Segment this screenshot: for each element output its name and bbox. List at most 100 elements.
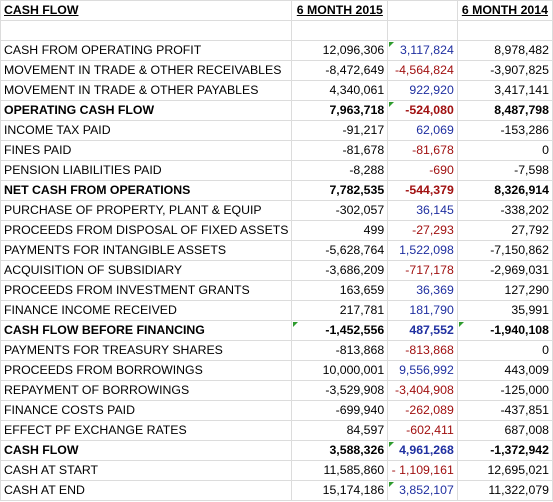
value-2015-cell[interactable]: -81,678: [291, 140, 389, 161]
row-label-cell[interactable]: FINANCE INCOME RECEIVED: [0, 300, 293, 321]
value-2014-cell[interactable]: -7,598: [456, 160, 553, 181]
value-2015-cell[interactable]: 217,781: [291, 300, 389, 321]
value-2015-cell[interactable]: -5,628,764: [291, 240, 389, 261]
value-2014-cell[interactable]: -3,907,825: [456, 60, 553, 81]
row-label-cell[interactable]: REPAYMENT OF BORROWINGS: [0, 380, 293, 401]
value-2015-cell[interactable]: 7,963,718: [291, 100, 389, 121]
difference-cell[interactable]: 36,369: [387, 280, 458, 301]
value-2015-cell[interactable]: -699,940: [291, 400, 389, 421]
difference-cell[interactable]: 922,920: [387, 80, 458, 101]
value-2015-cell[interactable]: -3,529,908: [291, 380, 389, 401]
value-2015-cell[interactable]: 499: [291, 220, 389, 241]
value-2015-cell[interactable]: -3,686,209: [291, 260, 389, 281]
difference-cell[interactable]: 36,145: [387, 200, 458, 221]
row-label-cell[interactable]: INCOME TAX PAID: [0, 120, 293, 141]
difference-cell[interactable]: -3,404,908: [387, 380, 458, 401]
difference-cell[interactable]: -81,678: [387, 140, 458, 161]
value-2015-cell[interactable]: 11,585,860: [291, 460, 389, 481]
value-2014-cell[interactable]: -338,202: [456, 200, 553, 221]
value-2014-cell[interactable]: 3,417,141: [456, 80, 553, 101]
difference-cell[interactable]: -717,178: [387, 260, 458, 281]
value-2014-cell[interactable]: 8,487,798: [456, 100, 553, 121]
value-2015-cell[interactable]: 10,000,001: [291, 360, 389, 381]
row-label-cell[interactable]: OPERATING CASH FLOW: [0, 100, 293, 121]
value-2015-cell[interactable]: -8,288: [291, 160, 389, 181]
header-label-cell[interactable]: CASH FLOW: [0, 0, 293, 21]
row-label-cell[interactable]: CASH FROM OPERATING PROFIT: [0, 40, 293, 61]
difference-cell[interactable]: -524,080: [387, 100, 458, 121]
header-diff-cell[interactable]: [387, 0, 458, 21]
value-2015-cell[interactable]: -813,868: [291, 340, 389, 361]
row-label-cell[interactable]: ACQUISITION OF SUBSIDIARY: [0, 260, 293, 281]
value-2014-cell[interactable]: 27,792: [456, 220, 553, 241]
difference-cell[interactable]: -262,089: [387, 400, 458, 421]
row-label-cell[interactable]: PAYMENTS FOR TREASURY SHARES: [0, 340, 293, 361]
row-label-cell[interactable]: PENSION LIABILITIES PAID: [0, 160, 293, 181]
value-2015-cell[interactable]: 12,096,306: [291, 40, 389, 61]
header-2014-cell[interactable]: 6 MONTH 2014: [456, 0, 553, 21]
row-label-cell[interactable]: CASH FLOW: [0, 440, 293, 461]
value-2014-cell[interactable]: 443,009: [456, 360, 553, 381]
value-2014-cell[interactable]: 687,008: [456, 420, 553, 441]
difference-cell[interactable]: -27,293: [387, 220, 458, 241]
row-label-cell[interactable]: NET CASH FROM OPERATIONS: [0, 180, 293, 201]
row-label-cell[interactable]: EFFECT PF EXCHANGE RATES: [0, 420, 293, 441]
value-2014-cell[interactable]: -1,940,108: [456, 320, 553, 341]
row-label-cell[interactable]: CASH AT END: [0, 480, 293, 501]
value-2015-cell[interactable]: 15,174,186: [291, 480, 389, 501]
value-2014-cell[interactable]: 35,991: [456, 300, 553, 321]
value-2014-cell[interactable]: -2,969,031: [456, 260, 553, 281]
difference-cell[interactable]: [387, 20, 458, 41]
value-2015-cell[interactable]: 4,340,061: [291, 80, 389, 101]
row-label-cell[interactable]: PURCHASE OF PROPERTY, PLANT & EQUIP: [0, 200, 293, 221]
row-label-cell[interactable]: PAYMENTS FOR INTANGIBLE ASSETS: [0, 240, 293, 261]
value-2014-cell[interactable]: -437,851: [456, 400, 553, 421]
value-2014-cell[interactable]: 127,290: [456, 280, 553, 301]
value-2015-cell[interactable]: 7,782,535: [291, 180, 389, 201]
difference-cell[interactable]: 181,790: [387, 300, 458, 321]
row-label-cell[interactable]: CASH AT START: [0, 460, 293, 481]
value-2014-cell[interactable]: 8,978,482: [456, 40, 553, 61]
value-2015-cell[interactable]: -1,452,556: [291, 320, 389, 341]
value-2014-cell[interactable]: [456, 20, 553, 41]
difference-cell[interactable]: 3,117,824: [387, 40, 458, 61]
difference-cell[interactable]: -690: [387, 160, 458, 181]
row-label-cell[interactable]: PROCEEDS FROM BORROWINGS: [0, 360, 293, 381]
value-2015-cell[interactable]: 163,659: [291, 280, 389, 301]
difference-cell[interactable]: -602,411: [387, 420, 458, 441]
row-label-cell[interactable]: MOVEMENT IN TRADE & OTHER PAYABLES: [0, 80, 293, 101]
row-label-cell[interactable]: MOVEMENT IN TRADE & OTHER RECEIVABLES: [0, 60, 293, 81]
value-2014-cell[interactable]: -7,150,862: [456, 240, 553, 261]
value-2014-cell[interactable]: 8,326,914: [456, 180, 553, 201]
row-label-cell[interactable]: FINES PAID: [0, 140, 293, 161]
value-2014-cell[interactable]: -125,000: [456, 380, 553, 401]
row-label-cell[interactable]: [0, 20, 293, 41]
difference-cell[interactable]: - 1,109,161: [387, 460, 458, 481]
difference-cell[interactable]: -544,379: [387, 180, 458, 201]
header-2015-cell[interactable]: 6 MONTH 2015: [291, 0, 389, 21]
value-2014-cell[interactable]: -1,372,942: [456, 440, 553, 461]
value-2015-cell[interactable]: 3,588,326: [291, 440, 389, 461]
value-2015-cell[interactable]: [291, 20, 389, 41]
value-2015-cell[interactable]: -8,472,649: [291, 60, 389, 81]
difference-cell[interactable]: 62,069: [387, 120, 458, 141]
row-label-cell[interactable]: PROCEEDS FROM DISPOSAL OF FIXED ASSETS: [0, 220, 293, 241]
value-2014-cell[interactable]: 0: [456, 340, 553, 361]
value-2015-cell[interactable]: -91,217: [291, 120, 389, 141]
difference-cell[interactable]: 9,556,992: [387, 360, 458, 381]
difference-cell[interactable]: 4,961,268: [387, 440, 458, 461]
value-2014-cell[interactable]: -153,286: [456, 120, 553, 141]
value-2014-cell[interactable]: 0: [456, 140, 553, 161]
value-2015-cell[interactable]: 84,597: [291, 420, 389, 441]
difference-cell[interactable]: 487,552: [387, 320, 458, 341]
row-label-cell[interactable]: PROCEEDS FROM INVESTMENT GRANTS: [0, 280, 293, 301]
difference-cell[interactable]: 3,852,107: [387, 480, 458, 501]
value-2014-cell[interactable]: 12,695,021: [456, 460, 553, 481]
row-label-cell[interactable]: CASH FLOW BEFORE FINANCING: [0, 320, 293, 341]
value-2014-cell[interactable]: 11,322,079: [456, 480, 553, 501]
difference-cell[interactable]: -813,868: [387, 340, 458, 361]
difference-cell[interactable]: -4,564,824: [387, 60, 458, 81]
value-2015-cell[interactable]: -302,057: [291, 200, 389, 221]
difference-cell[interactable]: 1,522,098: [387, 240, 458, 261]
row-label-cell[interactable]: FINANCE COSTS PAID: [0, 400, 293, 421]
